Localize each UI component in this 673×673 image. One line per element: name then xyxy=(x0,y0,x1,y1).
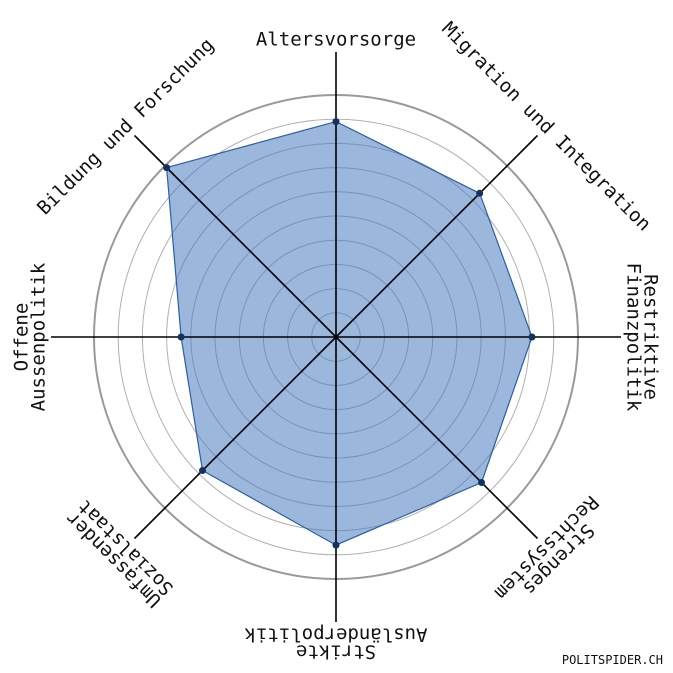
watermark: POLITSPIDER.CH xyxy=(562,653,663,667)
axis-label-group: Altersvorsorge xyxy=(256,29,416,51)
data-point xyxy=(332,118,340,126)
data-point xyxy=(199,467,206,474)
axis-line xyxy=(133,336,337,540)
data-point xyxy=(332,541,340,549)
data-area xyxy=(165,120,533,546)
data-point xyxy=(177,333,185,341)
data-point xyxy=(478,479,485,486)
axis-label: Aussenpolitik xyxy=(28,262,50,411)
data-point xyxy=(163,164,171,172)
data-point xyxy=(528,333,536,341)
axis-line xyxy=(335,336,539,540)
axis-line xyxy=(335,134,539,338)
axis-label: Restriktive xyxy=(640,274,662,400)
axis-label: Altersvorsorge xyxy=(256,29,416,51)
axis-label: Finanzpolitik xyxy=(623,263,645,412)
axis-label: Strikte xyxy=(296,641,376,663)
axis-label: Ausländerpolitik xyxy=(244,624,428,646)
axis-label: Offene xyxy=(11,303,33,372)
data-point xyxy=(476,189,484,197)
